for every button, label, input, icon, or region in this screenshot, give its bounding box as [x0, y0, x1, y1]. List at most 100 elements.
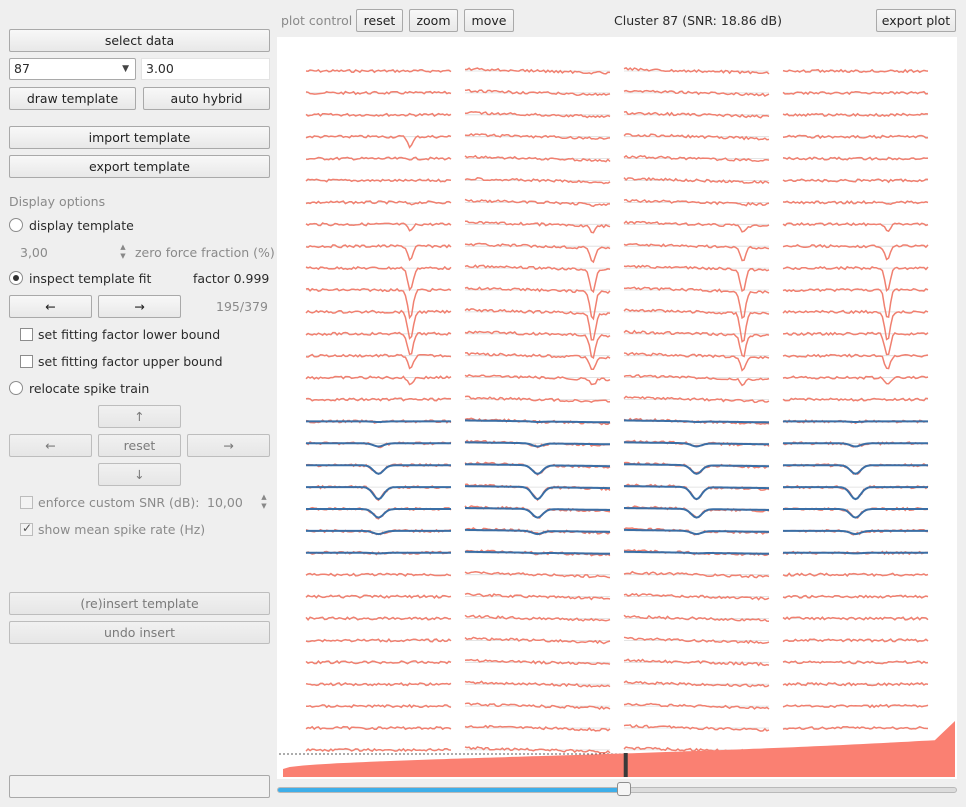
next-spike-button[interactable]: → — [98, 295, 181, 318]
channel-trace — [782, 156, 929, 161]
channel-trace — [305, 134, 452, 149]
channel-trace — [782, 265, 929, 292]
chevron-down-icon: ▼ — [122, 64, 129, 74]
move-up-button[interactable]: ↑ — [98, 405, 181, 428]
relocate-reset-button[interactable]: reset — [98, 434, 181, 457]
channel-trace — [464, 592, 611, 601]
timeline-slider-handle[interactable] — [616, 782, 631, 796]
snr-value-input[interactable]: 10,00 — [207, 495, 243, 510]
cluster-select[interactable]: 87 ▼ — [9, 58, 136, 80]
show-rate-label: show mean spike rate (Hz) — [38, 522, 206, 537]
export-plot-button[interactable]: export plot — [876, 9, 956, 32]
channel-trace — [464, 658, 611, 666]
channel-trace — [464, 680, 611, 688]
show-rate-checkbox[interactable] — [20, 521, 33, 536]
threshold-input[interactable]: 3.00 — [141, 58, 270, 80]
channel-trace — [623, 176, 770, 185]
template-trace — [465, 485, 610, 501]
display-template-label: display template — [29, 218, 134, 233]
relocate-label: relocate spike train — [29, 381, 150, 396]
channel-trace — [464, 614, 611, 622]
channel-trace — [782, 572, 929, 578]
template-trace — [465, 528, 610, 536]
channel-trace — [305, 90, 452, 96]
channel-trace — [782, 638, 929, 643]
channel-trace — [623, 658, 770, 667]
channel-trace — [464, 571, 611, 579]
channel-trace — [464, 111, 611, 119]
zoom-button[interactable]: zoom — [409, 9, 458, 32]
relocate-radio[interactable] — [9, 381, 23, 395]
channel-trace — [782, 681, 929, 687]
channel-trace — [465, 67, 611, 75]
template-trace — [783, 420, 928, 423]
channel-trace — [464, 636, 611, 645]
channel-trace — [305, 747, 452, 752]
zero-force-spin-icon[interactable]: ▲ ▼ — [120, 243, 126, 260]
channel-trace — [305, 244, 452, 262]
select-data-button[interactable]: select data — [9, 29, 270, 52]
channel-trace — [464, 242, 611, 264]
move-button[interactable]: move — [464, 9, 514, 32]
waveform-plot[interactable] — [277, 37, 957, 779]
channel-trace — [305, 156, 452, 161]
template-trace — [783, 464, 928, 475]
channel-trace — [623, 702, 770, 710]
channel-trace — [623, 286, 770, 320]
channel-trace — [782, 244, 929, 261]
template-trace — [783, 508, 928, 519]
channel-trace — [464, 307, 611, 341]
status-bar — [9, 775, 270, 798]
export-template-button[interactable]: export template — [9, 155, 270, 178]
channel-trace — [623, 198, 770, 207]
channel-trace — [464, 374, 611, 386]
plot-canvas[interactable] — [277, 37, 957, 779]
reinsert-template-button[interactable]: (re)insert template — [9, 592, 270, 615]
channel-trace — [305, 638, 452, 643]
plot-reset-button[interactable]: reset — [356, 9, 403, 32]
lower-bound-checkbox[interactable] — [20, 328, 33, 341]
template-trace — [306, 486, 451, 501]
channel-trace — [782, 221, 929, 233]
enforce-snr-checkbox[interactable] — [20, 496, 33, 509]
prev-spike-button[interactable]: ← — [9, 295, 92, 318]
channel-trace — [305, 309, 452, 340]
auto-hybrid-button[interactable]: auto hybrid — [143, 87, 270, 110]
channel-trace — [623, 636, 770, 645]
channel-trace — [305, 178, 452, 183]
channel-trace — [623, 614, 770, 623]
channel-traces — [305, 67, 929, 754]
template-trace — [624, 528, 769, 536]
import-template-button[interactable]: import template — [9, 126, 270, 149]
template-trace — [306, 551, 451, 555]
channel-trace — [305, 222, 452, 232]
move-right-button[interactable]: → — [187, 434, 270, 457]
zero-force-input[interactable]: 3,00 — [20, 245, 48, 260]
spike-counter: 195/379 — [216, 299, 268, 314]
inspect-fit-label: inspect template fit — [29, 271, 152, 286]
channel-trace — [782, 703, 929, 709]
channel-trace — [464, 395, 611, 404]
undo-insert-button[interactable]: undo insert — [9, 621, 270, 644]
channel-trace — [623, 220, 770, 233]
channel-trace — [623, 89, 770, 98]
current-position-marker — [623, 753, 628, 777]
snr-spin-icon[interactable]: ▲ ▼ — [261, 493, 267, 510]
channel-trace — [623, 351, 770, 372]
display-template-radio[interactable] — [9, 218, 23, 232]
template-trace — [465, 463, 610, 475]
channel-trace — [464, 330, 611, 359]
template-trace — [624, 550, 769, 555]
channel-trace — [305, 200, 452, 206]
channel-trace — [305, 331, 452, 356]
template-trace — [306, 508, 451, 519]
draw-template-button[interactable]: draw template — [9, 87, 136, 110]
channel-trace — [305, 594, 452, 599]
move-down-button[interactable]: ↓ — [98, 463, 181, 486]
cluster-select-value: 87 — [14, 61, 30, 76]
channel-trace — [782, 90, 929, 96]
upper-bound-checkbox[interactable] — [20, 355, 33, 368]
move-left-button[interactable]: ← — [9, 434, 92, 457]
channel-trace — [305, 682, 452, 687]
inspect-fit-radio[interactable] — [9, 271, 23, 285]
